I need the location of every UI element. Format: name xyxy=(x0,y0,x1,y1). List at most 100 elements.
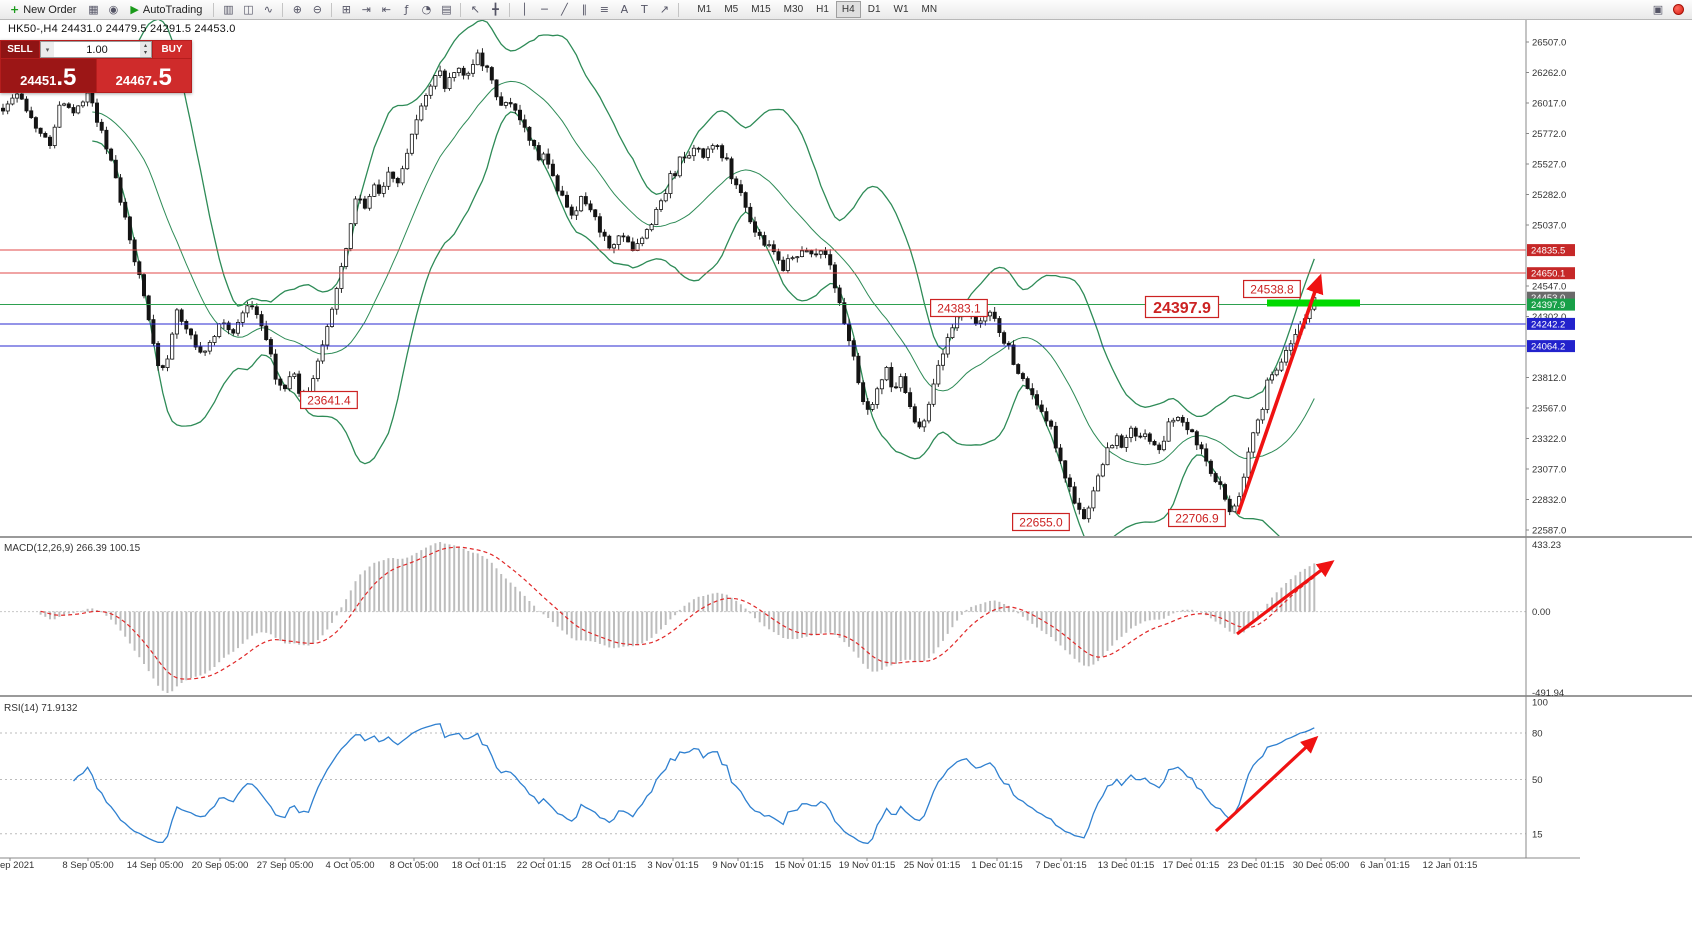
expert-advisors-button[interactable]: ◉ xyxy=(103,1,123,19)
price-annotation-label: 24397.9 xyxy=(1153,300,1211,317)
timeframe-button-M5[interactable]: M5 xyxy=(718,1,744,18)
crosshair-button[interactable]: ╋ xyxy=(485,1,505,19)
time-tick-label: 19 Nov 01:15 xyxy=(839,860,896,871)
trend-arrow[interactable] xyxy=(1236,560,1335,636)
buy-button[interactable]: BUY xyxy=(153,41,191,58)
candle xyxy=(879,379,884,390)
volume-value[interactable]: 1.00 xyxy=(86,43,108,56)
candle xyxy=(470,64,475,74)
horizontal-line-icon: ─ xyxy=(541,3,548,16)
candle xyxy=(781,259,786,271)
periods-button[interactable]: ◔ xyxy=(416,1,436,19)
trend-arrow[interactable] xyxy=(1236,273,1324,515)
time-tick-label: 22 Oct 01:15 xyxy=(517,860,571,871)
candle xyxy=(654,208,659,225)
zoom-out-button[interactable]: ⊖ xyxy=(307,1,327,19)
timeframe-button-W1[interactable]: W1 xyxy=(888,1,915,18)
timeframe-button-MN[interactable]: MN xyxy=(916,1,944,18)
tile-windows-button[interactable]: ⊞ xyxy=(336,1,356,19)
horizontal-line-button[interactable]: ─ xyxy=(534,1,554,19)
timeframe-button-M15[interactable]: M15 xyxy=(745,1,776,18)
timeframe-button-M30[interactable]: M30 xyxy=(778,1,809,18)
candle xyxy=(753,221,758,233)
main-chart-plot[interactable] xyxy=(0,18,1317,550)
candle xyxy=(894,386,899,389)
candle xyxy=(1105,447,1110,466)
volume-dropdown-icon[interactable]: ▾ xyxy=(41,42,54,57)
candlestick-chart-button[interactable]: ◫ xyxy=(238,1,258,19)
auto-scroll-button[interactable]: ⇥ xyxy=(356,1,376,19)
timeframe-button-D1[interactable]: D1 xyxy=(862,1,887,18)
candle xyxy=(409,133,414,154)
candle xyxy=(1265,379,1270,410)
vertical-line-button[interactable]: │ xyxy=(514,1,534,19)
candle xyxy=(282,384,287,390)
cursor-button[interactable]: ↖ xyxy=(465,1,485,19)
time-axis[interactable]: 8 Sep 2021 8 Sep 05:00 14 Sep 05:00 20 Sep … xyxy=(0,858,1477,871)
channel-icon: ∥ xyxy=(581,3,588,16)
price-annotation-box[interactable] xyxy=(929,298,988,318)
zoom-in-button[interactable]: ⊕ xyxy=(287,1,307,19)
annotations[interactable]: 24538.8 24397.9 24383.1 23641.4 22655.0 22706… xyxy=(300,279,1301,532)
toolbar-separator xyxy=(678,2,680,17)
candle xyxy=(884,366,889,381)
sell-button[interactable]: SELL xyxy=(1,41,39,58)
trendline-button[interactable]: ╱ xyxy=(554,1,574,19)
chart-shift-button[interactable]: ⇤ xyxy=(376,1,396,19)
channel-button[interactable]: ∥ xyxy=(574,1,594,19)
price-axis[interactable]: 26507.0 26262.0 26017.0 25772.0 25527.0 25282… xyxy=(1526,38,1575,841)
candle xyxy=(720,145,725,159)
timeframe-button-H1[interactable]: H1 xyxy=(810,1,835,18)
horizontal-lines[interactable] xyxy=(0,249,1526,347)
volume-up-button[interactable]: ▴ xyxy=(140,42,151,50)
price-annotation-box[interactable] xyxy=(1242,279,1301,299)
vertical-line-icon: │ xyxy=(521,3,528,16)
timeframe-button-M1[interactable]: M1 xyxy=(691,1,717,18)
candle xyxy=(66,103,71,108)
chart-window-button[interactable]: ▦ xyxy=(83,1,103,19)
candle xyxy=(1035,394,1040,406)
price-annotation-box[interactable] xyxy=(1011,512,1070,532)
indicator-plots[interactable] xyxy=(0,542,1526,845)
timeframe-button-H4[interactable]: H4 xyxy=(835,1,861,18)
candle xyxy=(828,254,833,266)
candle xyxy=(1176,416,1181,421)
buy-price-button[interactable]: 24467.5 xyxy=(96,59,191,92)
candle xyxy=(903,376,908,394)
buy-price-main: 24467 xyxy=(115,72,152,88)
candle xyxy=(988,311,993,317)
autotrading-button[interactable]: ▶ AutoTrading xyxy=(123,1,209,19)
candle xyxy=(1204,448,1209,462)
new-order-button[interactable]: + New Order xyxy=(3,1,83,19)
candle xyxy=(1049,420,1054,427)
trend-arrows[interactable] xyxy=(1214,273,1335,833)
candle xyxy=(405,152,410,170)
candle xyxy=(315,360,320,380)
panel-toggle-button[interactable]: ▣ xyxy=(1648,1,1668,19)
price-annotation-box[interactable] xyxy=(300,390,358,410)
candle xyxy=(823,250,828,255)
arrow-tool-button[interactable]: ↗ xyxy=(654,1,674,19)
templates-button[interactable]: ▤ xyxy=(436,1,456,19)
price-tick-label: 25527.0 xyxy=(1532,160,1566,171)
text-label-button[interactable]: T xyxy=(634,1,654,19)
indicators-button[interactable]: ƒ xyxy=(396,1,416,19)
candle xyxy=(701,148,706,158)
text-tool-button[interactable]: A xyxy=(614,1,634,19)
fibonacci-button[interactable]: ≡ xyxy=(594,1,614,19)
candle xyxy=(710,145,715,150)
candle xyxy=(546,153,551,165)
volume-field[interactable]: ▾ 1.00 ▴ ▾ xyxy=(40,41,152,58)
notification-icon[interactable] xyxy=(1673,4,1684,15)
volume-down-button[interactable]: ▾ xyxy=(140,49,151,57)
sell-price-button[interactable]: 24451.5 xyxy=(1,59,96,92)
line-chart-button[interactable]: ∿ xyxy=(258,1,278,19)
price-annotation-box[interactable] xyxy=(1167,508,1226,528)
candle xyxy=(1039,404,1044,412)
trend-arrow[interactable] xyxy=(1214,735,1319,833)
price-annotation-box[interactable] xyxy=(1144,295,1220,319)
candle xyxy=(847,323,852,342)
bar-chart-button[interactable]: ▥ xyxy=(218,1,238,19)
candle xyxy=(922,420,927,428)
